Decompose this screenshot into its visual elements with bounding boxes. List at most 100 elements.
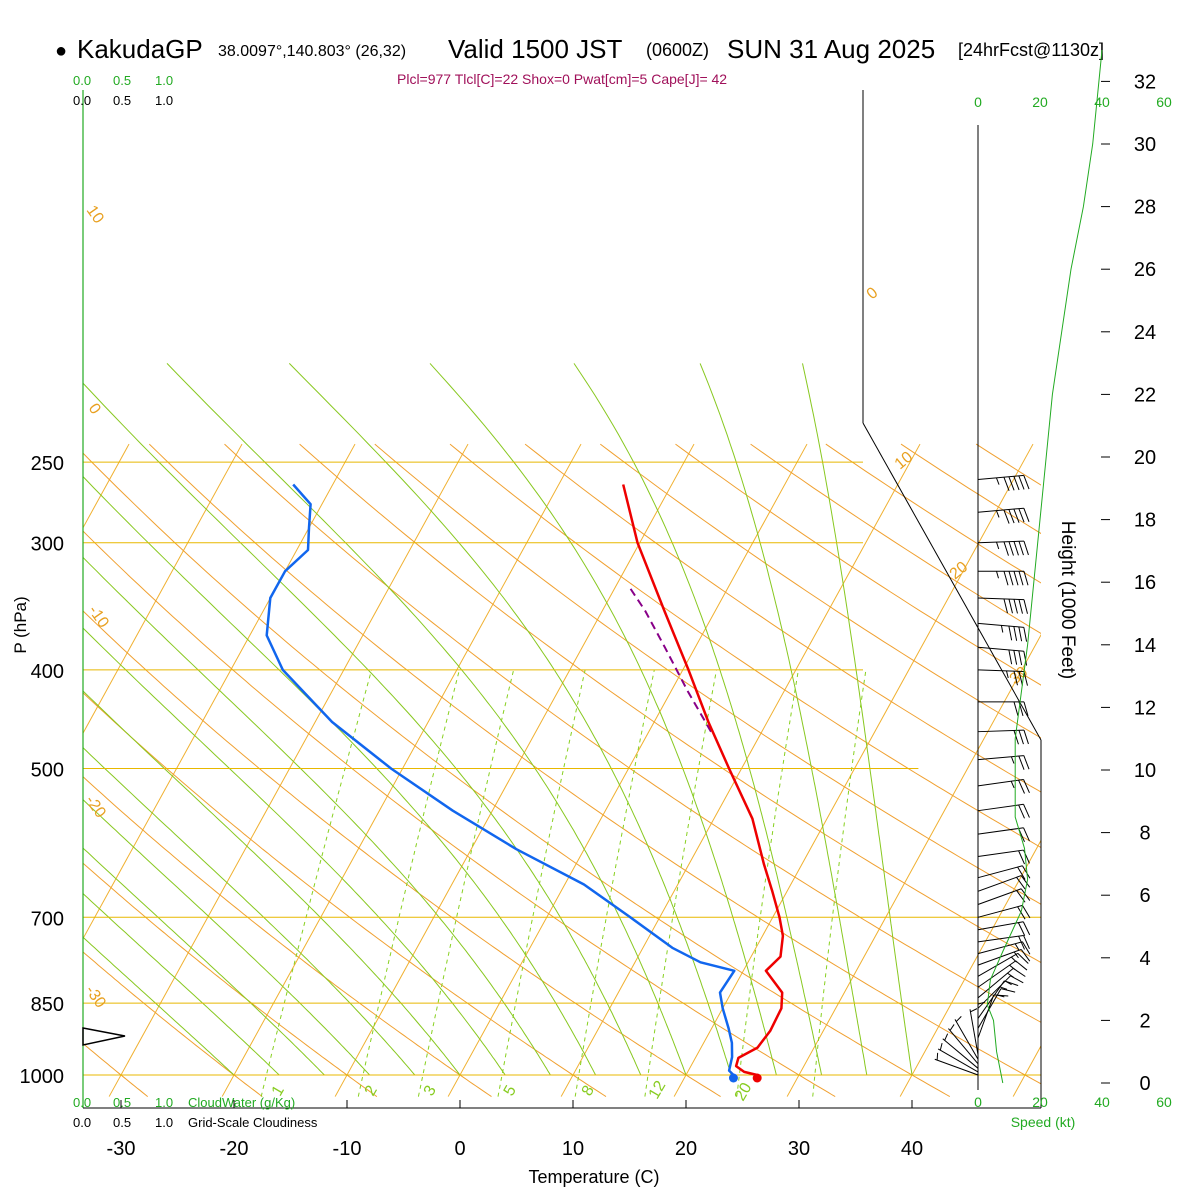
height-tick-label: 2 <box>1139 1010 1150 1032</box>
top-cloudiness-tick-1: 0.5 <box>113 93 131 108</box>
stability-indices: Plcl=977 Tlcl[C]=22 Shox=0 Pwat[cm]=5 Ca… <box>397 71 727 87</box>
mixing-ratio-line <box>357 669 460 1097</box>
wind-speed-profile <box>986 50 1103 1084</box>
dry-adiabat-line <box>675 443 1041 686</box>
wind-barb <box>977 941 1031 955</box>
pressure-tick-label: 850 <box>31 994 64 1016</box>
station-name: KakudaGP <box>77 34 203 64</box>
top-cloudiness-tick-2: 1.0 <box>155 93 173 108</box>
dry-adiabat-label: -30 <box>82 983 109 1012</box>
temperature-tick-label: -30 <box>107 1138 136 1160</box>
wind-barb <box>969 1008 979 1055</box>
speed-tick-label-bottom: 40 <box>1094 1094 1110 1110</box>
moist-adiabat-line <box>83 799 370 1076</box>
wind-barb <box>977 849 1030 865</box>
top-cloudwater-tick-2: 1.0 <box>155 73 173 88</box>
speed-tick-label-bottom: 0 <box>974 1094 982 1110</box>
wind-barb <box>978 570 1029 586</box>
dry-adiabat-line <box>83 452 951 1098</box>
temperature-tick-label: 10 <box>562 1138 584 1160</box>
wind-barb <box>978 701 1029 717</box>
height-tick-label: 10 <box>1134 760 1156 782</box>
wind-barb <box>942 1033 979 1069</box>
surface-temperature-dot <box>752 1073 762 1083</box>
dry-adiabat-line <box>599 443 1041 739</box>
height-tick-label: 30 <box>1134 134 1156 156</box>
x-axis-title: Temperature (C) <box>528 1167 659 1187</box>
valid-date: SUN 31 Aug 2025 <box>727 34 935 64</box>
zulu-time: (0600Z) <box>646 40 709 60</box>
moist-adiabat-line <box>83 936 235 1076</box>
wind-barb <box>977 646 1028 666</box>
mixing-ratio-line <box>574 669 655 1097</box>
pressure-tick-label: 400 <box>31 661 64 683</box>
mixing-ratio-line <box>497 669 586 1097</box>
dry-adiabat-line <box>449 443 1041 849</box>
y-axis-title: P (hPa) <box>11 596 30 653</box>
wind-barb <box>977 597 1028 614</box>
wind-barb <box>977 803 1030 819</box>
isotherm-line <box>0 444 16 1097</box>
wind-barb <box>977 980 1019 1019</box>
moist-adiabat-line <box>83 627 506 1076</box>
temperature-tick-label: 20 <box>675 1138 697 1160</box>
moist-adiabat-line <box>83 892 280 1076</box>
isotherm-line <box>221 443 582 1097</box>
wind-barb <box>977 994 1009 1039</box>
speed-tick-label-top: 0 <box>974 94 982 110</box>
dry-adiabat-line <box>148 443 1041 1085</box>
wind-barb <box>977 669 1028 686</box>
temperature-tick-label: 30 <box>788 1138 810 1160</box>
temperature-tick-label: -20 <box>220 1138 249 1160</box>
height-tick-label: 32 <box>1134 71 1156 93</box>
wind-barb <box>977 622 1028 642</box>
isotherm-line <box>83 443 243 735</box>
wind-barb <box>977 474 1030 491</box>
wind-barb <box>977 948 1031 966</box>
height-tick-label: 6 <box>1139 885 1150 907</box>
height-tick-label: 0 <box>1139 1073 1150 1095</box>
wind-barb <box>977 507 1030 524</box>
isotherm-line <box>108 443 469 1097</box>
moist-adiabat-line <box>166 363 687 1076</box>
mixing-ratio-line <box>812 669 867 1097</box>
bottom-cloudwater-tick-1: 0.5 <box>113 1095 131 1110</box>
surface-dewpoint-dot <box>728 1073 738 1083</box>
mixing-ratio-label: 2 <box>362 1083 381 1099</box>
mixing-ratio-lines <box>260 669 867 1097</box>
temperature-tick-label: 0 <box>454 1138 465 1160</box>
top-cloudwater-tick-1: 0.5 <box>113 73 131 88</box>
cloudiness-marker <box>82 1027 126 1046</box>
height-tick-label: 28 <box>1134 197 1156 219</box>
station-coords: 38.0097°,140.803° (26,32) <box>218 43 406 60</box>
bottom-cloudiness-tick-2: 1.0 <box>155 1115 173 1130</box>
cloudiness-label: Grid-Scale Cloudiness <box>188 1115 318 1130</box>
dry-adiabat-line <box>83 1042 149 1097</box>
mixing-ratio-line <box>260 669 373 1097</box>
forecast-info: [24hrFcst@1130z] <box>958 40 1104 60</box>
temperature-tick-label: 40 <box>901 1138 923 1160</box>
isotherm-line <box>786 633 1041 1097</box>
isobar-lines <box>83 461 1041 1076</box>
speed-axis-title: Speed (kt) <box>1011 1114 1076 1130</box>
mixing-ratio-line <box>644 669 717 1097</box>
wind-barb <box>948 1024 979 1065</box>
dry-adiabat-line <box>299 443 1041 964</box>
sounding-profiles <box>265 483 785 1083</box>
top-cloudiness-tick-0: 0.0 <box>73 93 91 108</box>
speed-tick-label-bottom: 60 <box>1156 1094 1172 1110</box>
moist-adiabat-line <box>573 363 823 1076</box>
wind-barb <box>977 921 1031 936</box>
dry-adiabat-line <box>83 692 607 1098</box>
dry-adiabat-line <box>83 776 492 1098</box>
dry-adiabat-line <box>83 530 836 1098</box>
dry-adiabat-label: 0 <box>85 401 104 418</box>
speed-tick-label-top: 20 <box>1032 94 1048 110</box>
bottom-cloudiness-tick-0: 0.0 <box>73 1115 91 1130</box>
bottom-cloudwater-tick-2: 1.0 <box>155 1095 173 1110</box>
isotherm-label: 0 <box>864 284 882 303</box>
moist-adiabat-line <box>699 363 868 1076</box>
moist-adiabat-line <box>83 475 597 1076</box>
